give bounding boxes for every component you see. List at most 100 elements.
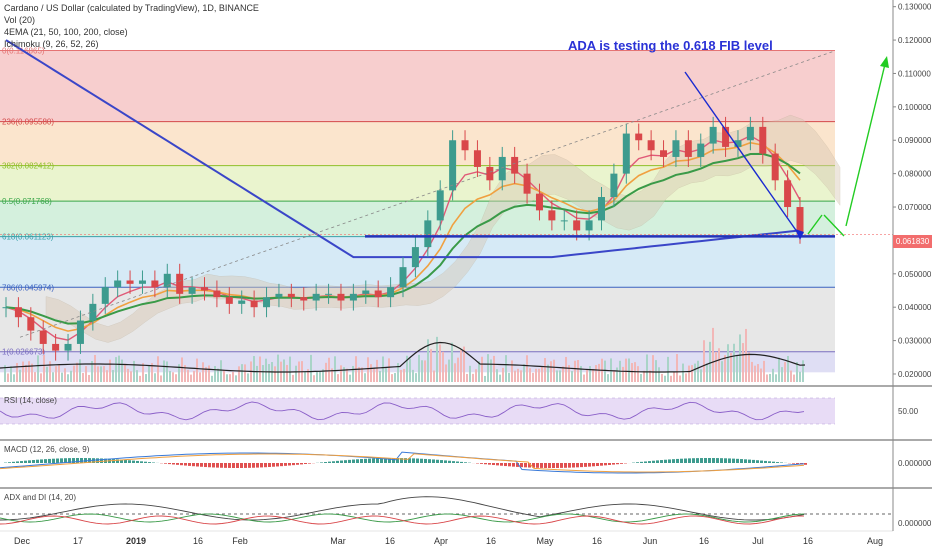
macd-histogram-bar — [760, 460, 763, 463]
date-label: 16 — [592, 536, 602, 546]
volume-bar — [553, 359, 555, 382]
macd-histogram-bar — [152, 462, 155, 463]
candle-body — [759, 126, 767, 154]
volume-bar — [343, 367, 345, 382]
macd-histogram-bar — [32, 460, 35, 463]
macd-histogram-bar — [8, 462, 11, 463]
macd-histogram-bar — [572, 463, 575, 468]
volume-bar — [769, 373, 771, 382]
volume-bar — [469, 365, 471, 382]
volume-bar — [7, 373, 9, 382]
macd-histogram-bar — [308, 463, 311, 464]
volume-bar — [151, 363, 153, 382]
volume-bar — [100, 366, 102, 382]
ichimoku-cloud — [45, 114, 841, 343]
macd-histogram-bar — [268, 463, 271, 467]
volume-bar — [445, 364, 447, 382]
candle-body — [697, 143, 705, 157]
macd-histogram-bar — [676, 458, 679, 463]
candle-body — [275, 293, 283, 298]
macd-histogram-bar — [292, 463, 295, 466]
candle-body — [337, 293, 345, 301]
green-arrow-up2 — [845, 59, 887, 227]
macd-signal-line — [0, 453, 805, 473]
volume-bar — [496, 369, 498, 382]
volume-bar — [631, 363, 633, 382]
date-label: 17 — [73, 536, 83, 546]
volume-bar — [211, 375, 213, 382]
macd-histogram-bar — [164, 463, 167, 464]
macd-histogram-bar — [796, 463, 799, 465]
volume-bar — [40, 373, 42, 382]
macd-histogram-bar — [648, 461, 651, 463]
volume-bar — [121, 359, 123, 382]
volume-bar — [28, 361, 30, 382]
volume-bar — [577, 359, 579, 382]
candle-body — [349, 293, 357, 301]
volume-bar — [499, 374, 501, 382]
volume-bar — [172, 372, 174, 382]
volume-bar — [220, 360, 222, 382]
macd-histogram-bar — [412, 458, 415, 463]
macd-histogram-bar — [736, 458, 739, 463]
volume-bar — [793, 374, 795, 382]
ema-legend[interactable]: 4EMA (21, 50, 100, 200, close) — [4, 27, 128, 37]
candle-body — [101, 287, 109, 304]
volume-bar — [400, 369, 402, 382]
candle-body — [672, 140, 680, 157]
volume-bar — [238, 366, 240, 382]
candle-body — [14, 307, 22, 318]
volume-bar — [649, 370, 651, 382]
macd-histogram-bar — [44, 459, 47, 463]
macd-histogram-bar — [616, 463, 619, 465]
macd-histogram-bar — [464, 462, 467, 463]
volume-bar — [334, 356, 336, 382]
date-label: Aug — [867, 536, 883, 546]
volume-bar — [739, 334, 741, 382]
volume-bar — [541, 366, 543, 382]
volume-bar — [502, 367, 504, 382]
candle-body — [436, 190, 444, 221]
vol-legend[interactable]: Vol (20) — [4, 15, 36, 25]
macd-histogram-bar — [12, 461, 15, 463]
date-label: 16 — [193, 536, 203, 546]
date-label: 2019 — [126, 536, 146, 546]
volume-bar — [643, 370, 645, 382]
indicator-panes: RSI (14, close) MACD (12, 26, close, 9) AD… — [0, 385, 932, 532]
macd-histogram-bar — [356, 459, 359, 463]
macd-histogram-bar — [692, 458, 695, 463]
volume-bar — [760, 368, 762, 382]
macd-histogram-bar — [392, 458, 395, 463]
macd-histogram-bar — [484, 463, 487, 465]
price-tick-label: 0.030000 — [898, 337, 932, 346]
volume-bar — [391, 374, 393, 382]
volume-bar — [727, 344, 729, 382]
volume-bar — [199, 372, 201, 382]
volume-bar — [160, 375, 162, 382]
volume-bar — [457, 357, 459, 382]
fib-band — [0, 165, 835, 202]
candle-body — [238, 300, 246, 304]
macd-histogram-bar — [448, 460, 451, 463]
macd-histogram-bar — [276, 463, 279, 467]
volume-bar — [190, 374, 192, 382]
volume-bar — [580, 366, 582, 382]
macd-histogram-bar — [508, 463, 511, 467]
macd-histogram-bar — [764, 460, 767, 463]
macd-histogram-bar — [428, 459, 431, 463]
candle-body — [163, 273, 171, 288]
macd-histogram-bar — [204, 463, 207, 468]
macd-histogram-bar — [540, 463, 543, 468]
volume-bar — [319, 370, 321, 382]
macd-histogram-bar — [96, 458, 99, 463]
volume-bar — [340, 365, 342, 382]
volume-bar — [67, 374, 69, 382]
macd-histogram-bar — [232, 463, 235, 468]
candle-body — [27, 317, 35, 331]
candle-body — [473, 150, 481, 167]
volume-bar — [193, 370, 195, 382]
macd-histogram-bar — [212, 463, 215, 468]
ichimoku-legend[interactable]: Ichimoku (9, 26, 52, 26) — [4, 39, 99, 49]
price-tick-label: 0.040000 — [898, 303, 932, 312]
